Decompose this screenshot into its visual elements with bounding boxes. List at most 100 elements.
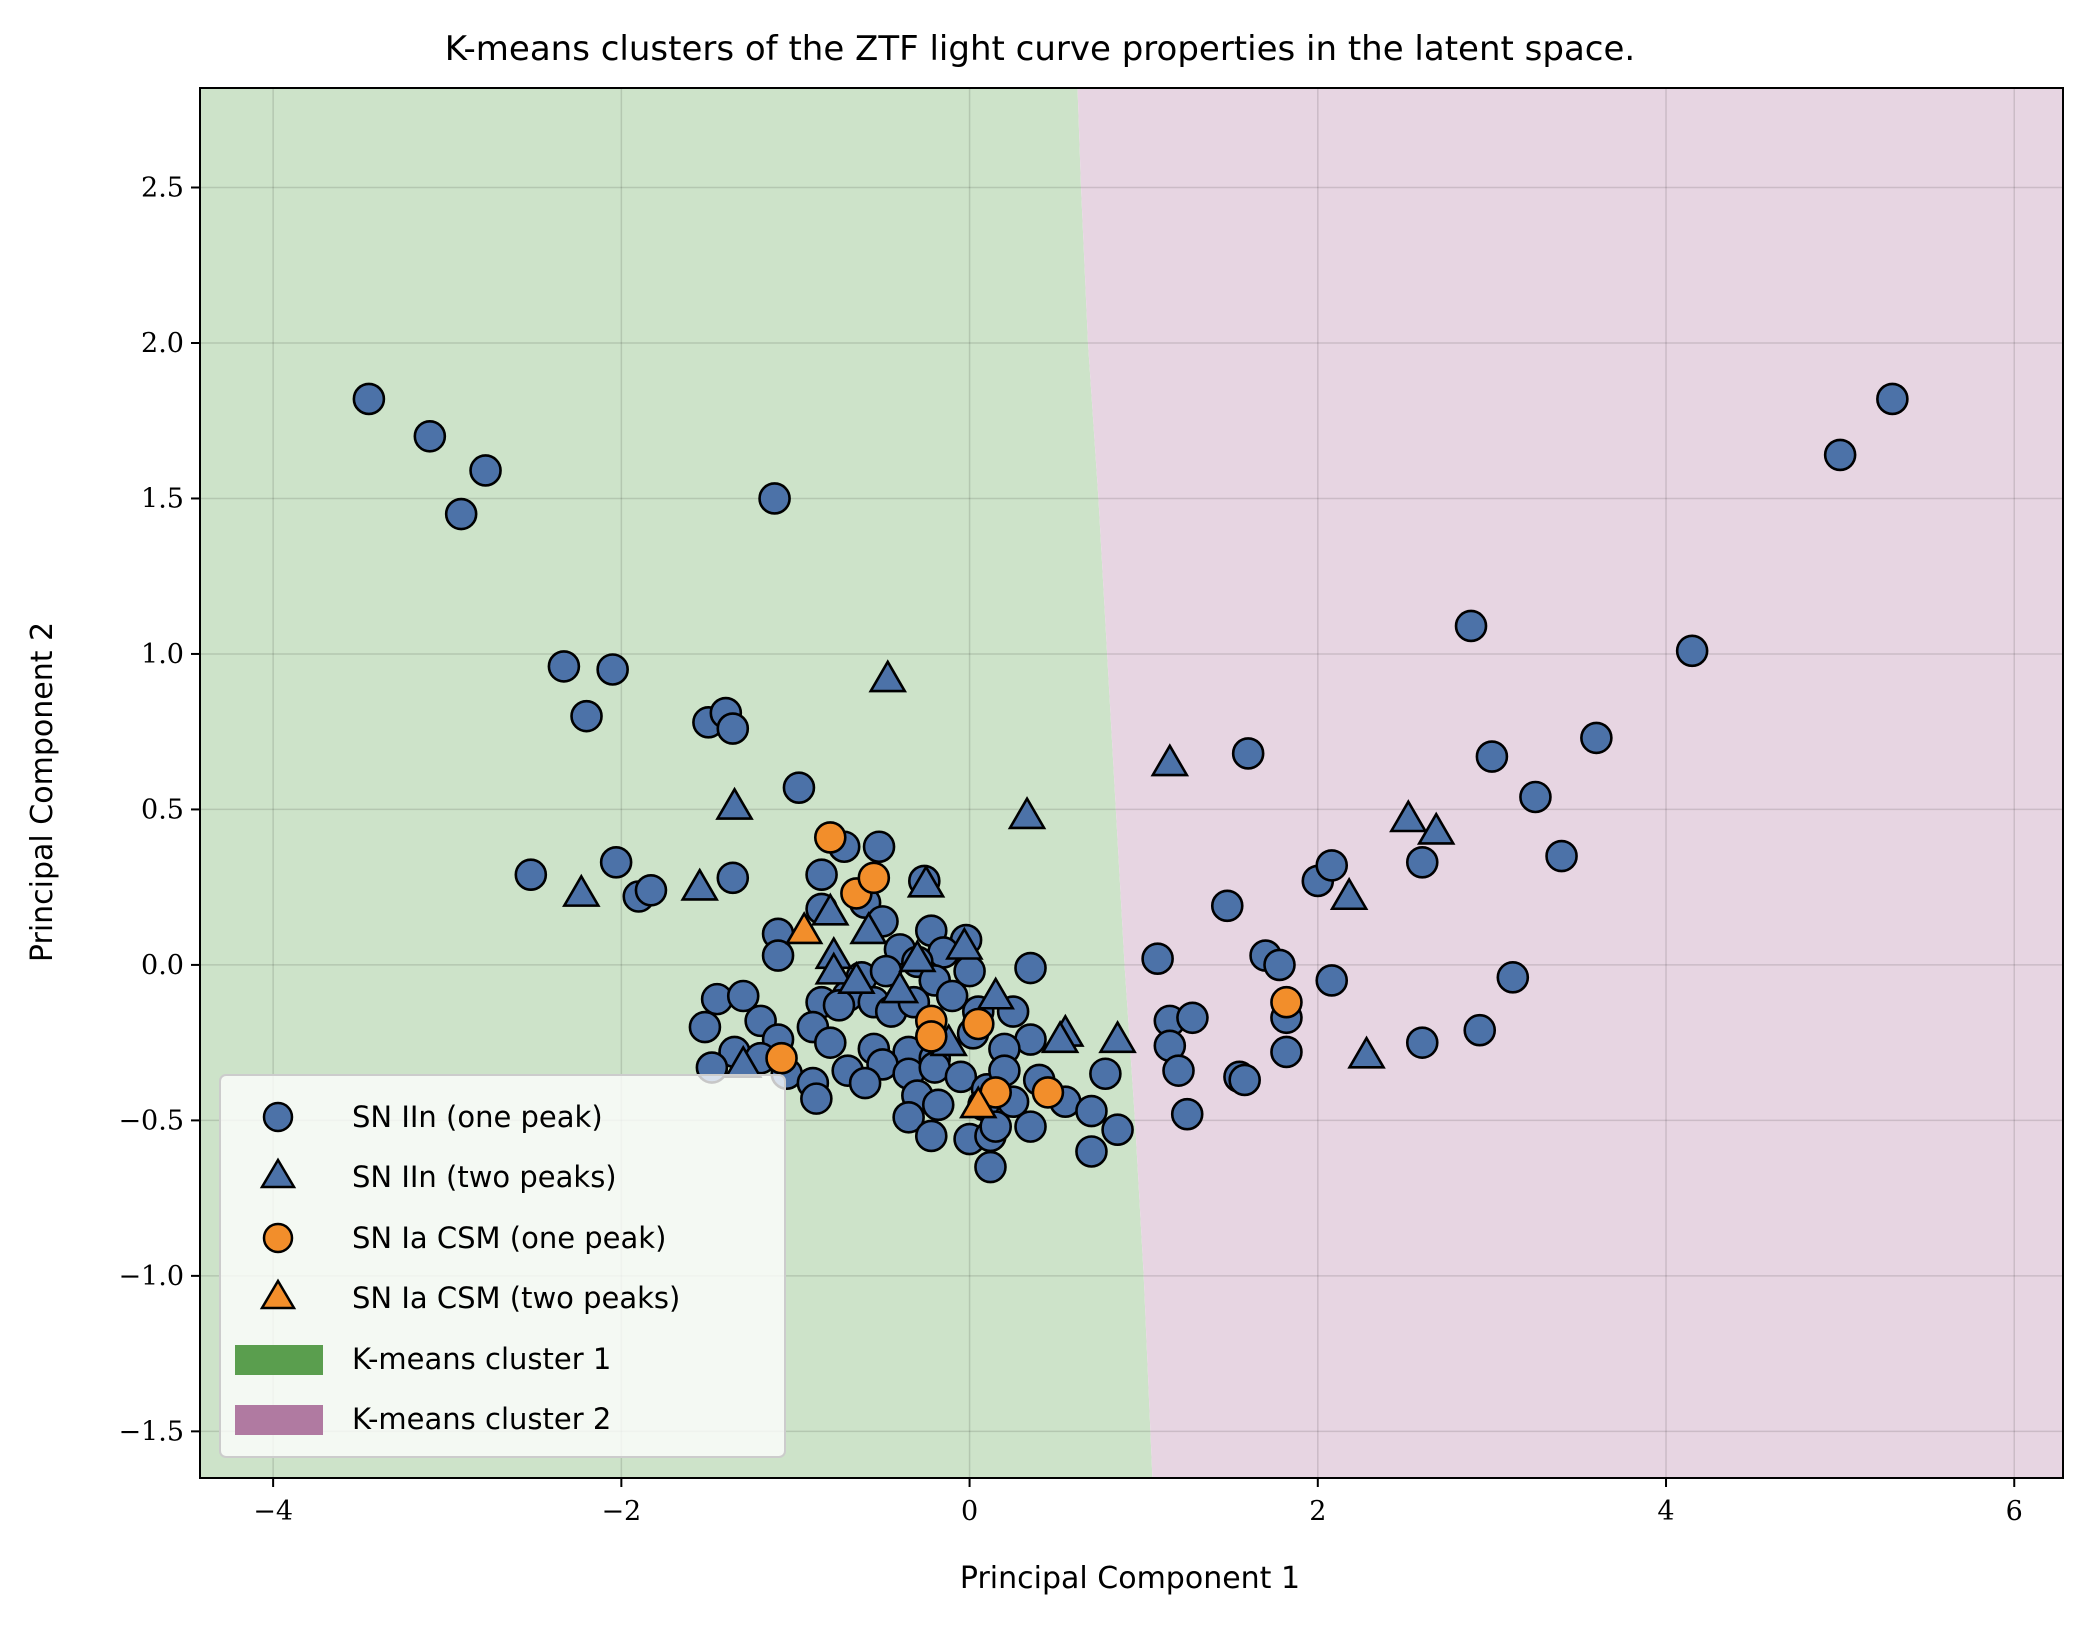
data-point bbox=[1089, 1057, 1122, 1091]
data-point bbox=[1416, 811, 1456, 845]
data-point bbox=[1162, 1054, 1195, 1087]
legend-marker-sn-iin-one-peak bbox=[262, 1101, 294, 1133]
data-point bbox=[1228, 1063, 1261, 1097]
data-point bbox=[1545, 839, 1578, 873]
y-tick-label: 1.5 bbox=[141, 483, 184, 514]
y-tick-label: −0.5 bbox=[118, 1105, 184, 1136]
data-point bbox=[514, 858, 548, 892]
data-point bbox=[765, 1041, 798, 1075]
data-point bbox=[758, 482, 791, 515]
data-point bbox=[599, 845, 633, 879]
data-point bbox=[444, 497, 478, 531]
legend-label-sn-ia-csm-two-peaks: SN Ia CSM (two peaks) bbox=[352, 1281, 680, 1315]
data-point bbox=[1141, 942, 1174, 975]
y-tick-label: −1.5 bbox=[118, 1416, 184, 1447]
y-axis-ticks: −1.5 −1.0 −0.5 0.0 0.5 1.0 1.5 2.0 2.5 bbox=[118, 173, 200, 1447]
data-point bbox=[413, 419, 447, 453]
legend-box bbox=[219, 1074, 786, 1458]
chart-title: K-means clusters of the ZTF light curve … bbox=[445, 29, 1635, 69]
y-tick-label: 1.0 bbox=[141, 639, 184, 670]
y-tick-label: 2.0 bbox=[141, 328, 184, 359]
data-point bbox=[935, 979, 969, 1013]
data-point bbox=[726, 979, 760, 1013]
data-point bbox=[1170, 1097, 1204, 1131]
data-point bbox=[1150, 743, 1190, 777]
data-point bbox=[547, 650, 581, 683]
data-point bbox=[1580, 721, 1613, 755]
data-point bbox=[1475, 740, 1509, 773]
data-point bbox=[634, 873, 668, 907]
data-points bbox=[352, 382, 1909, 1184]
x-tick-label: 0 bbox=[961, 1496, 978, 1527]
data-point bbox=[1075, 1094, 1108, 1128]
data-point bbox=[898, 939, 937, 973]
data-point bbox=[811, 892, 850, 926]
data-point bbox=[1496, 961, 1530, 994]
series-2 bbox=[765, 821, 1303, 1109]
data-point bbox=[837, 960, 876, 995]
data-point bbox=[761, 939, 795, 972]
data-point bbox=[1315, 849, 1349, 882]
data-point bbox=[1263, 948, 1296, 982]
data-point bbox=[1101, 1113, 1134, 1147]
data-point bbox=[716, 712, 750, 745]
data-point bbox=[822, 989, 856, 1022]
data-point bbox=[570, 699, 603, 733]
legend-label-sn-iin-one-peak: SN IIn (one peak) bbox=[352, 1100, 603, 1134]
data-point bbox=[1463, 1013, 1497, 1047]
data-point bbox=[1315, 964, 1349, 997]
data-point bbox=[688, 1010, 722, 1044]
data-point bbox=[800, 1082, 833, 1115]
data-point bbox=[1031, 1076, 1065, 1109]
data-point bbox=[784, 911, 824, 945]
data-point bbox=[914, 1020, 948, 1053]
data-point bbox=[1876, 382, 1909, 416]
data-point bbox=[868, 659, 908, 693]
series-3 bbox=[784, 911, 998, 1119]
data-point bbox=[680, 867, 719, 901]
cluster-2-region bbox=[1077, 88, 2063, 1478]
x-tick-label: −4 bbox=[253, 1496, 293, 1527]
data-point bbox=[716, 861, 750, 895]
data-point bbox=[813, 1026, 847, 1059]
x-tick-label: −2 bbox=[601, 1496, 641, 1527]
data-point bbox=[976, 976, 1015, 1010]
data-point bbox=[596, 653, 629, 686]
legend-marker-sn-iin-two-peaks bbox=[259, 1157, 297, 1189]
data-point bbox=[1675, 634, 1709, 668]
data-point bbox=[1075, 1135, 1108, 1168]
data-point bbox=[1405, 1026, 1439, 1059]
x-tick-label: 2 bbox=[1309, 1496, 1326, 1527]
data-point bbox=[1405, 845, 1439, 879]
legend-marker-sn-ia-csm-one-peak bbox=[262, 1222, 294, 1254]
legend-swatch-cluster-1 bbox=[235, 1345, 323, 1375]
data-point bbox=[1231, 737, 1265, 770]
legend-swatch-cluster-2 bbox=[235, 1405, 323, 1435]
data-point bbox=[961, 1007, 995, 1041]
data-point bbox=[974, 1150, 1007, 1184]
data-point bbox=[892, 1100, 925, 1134]
y-axis-label: Principal Component 2 bbox=[25, 622, 60, 962]
x-tick-label: 6 bbox=[2006, 1496, 2023, 1527]
data-point bbox=[921, 1088, 955, 1122]
legend-label-sn-ia-csm-one-peak: SN Ia CSM (one peak) bbox=[352, 1221, 666, 1255]
y-tick-label: −1.0 bbox=[118, 1261, 184, 1292]
data-point bbox=[1014, 951, 1047, 985]
data-point bbox=[1270, 985, 1303, 1019]
data-point bbox=[715, 786, 754, 820]
y-tick-label: 2.5 bbox=[141, 173, 184, 204]
data-point bbox=[805, 858, 838, 892]
y-tick-label: 0.0 bbox=[141, 950, 184, 981]
data-point bbox=[1389, 799, 1428, 833]
data-point bbox=[1347, 1035, 1386, 1069]
data-point bbox=[562, 873, 601, 907]
series-0 bbox=[352, 382, 1909, 1184]
data-point bbox=[862, 830, 896, 864]
data-point bbox=[880, 970, 920, 1004]
data-point bbox=[979, 1110, 1012, 1143]
data-point bbox=[1098, 1019, 1137, 1054]
data-point bbox=[813, 821, 847, 854]
data-point bbox=[1270, 1035, 1303, 1069]
data-point bbox=[1040, 1019, 1080, 1054]
